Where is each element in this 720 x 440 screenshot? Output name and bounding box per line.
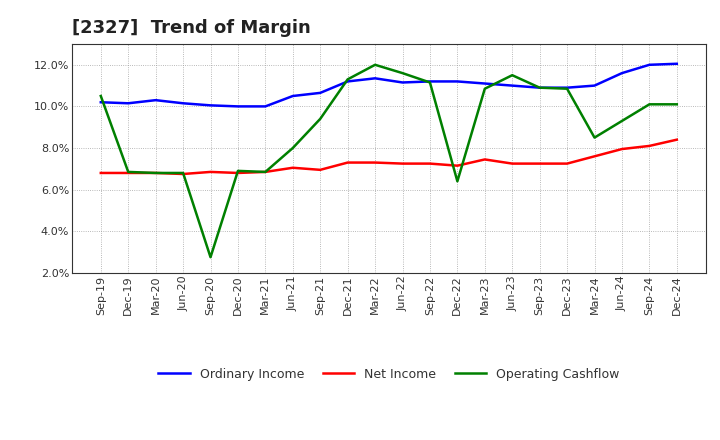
Operating Cashflow [289, 145, 297, 150]
Operating Cashflow [426, 80, 434, 85]
Operating Cashflow [96, 93, 105, 99]
Line: Ordinary Income: Ordinary Income [101, 64, 677, 106]
Net Income [672, 137, 681, 142]
Operating Cashflow [563, 86, 572, 92]
Ordinary Income [233, 104, 242, 109]
Ordinary Income [151, 98, 160, 103]
Ordinary Income [206, 103, 215, 108]
Line: Operating Cashflow: Operating Cashflow [101, 65, 677, 257]
Operating Cashflow [151, 170, 160, 176]
Operating Cashflow [124, 169, 132, 175]
Net Income [645, 143, 654, 149]
Net Income [233, 170, 242, 176]
Ordinary Income [289, 93, 297, 99]
Ordinary Income [371, 76, 379, 81]
Ordinary Income [536, 85, 544, 90]
Ordinary Income [590, 83, 599, 88]
Net Income [96, 170, 105, 176]
Operating Cashflow [179, 170, 187, 176]
Operating Cashflow [590, 135, 599, 140]
Operating Cashflow [343, 77, 352, 82]
Net Income [426, 161, 434, 166]
Operating Cashflow [316, 116, 325, 121]
Operating Cashflow [618, 118, 626, 124]
Ordinary Income [508, 83, 516, 88]
Ordinary Income [480, 81, 489, 86]
Legend: Ordinary Income, Net Income, Operating Cashflow: Ordinary Income, Net Income, Operating C… [153, 363, 624, 385]
Net Income [179, 171, 187, 176]
Operating Cashflow [371, 62, 379, 67]
Operating Cashflow [508, 73, 516, 78]
Operating Cashflow [398, 70, 407, 76]
Ordinary Income [672, 61, 681, 66]
Line: Net Income: Net Income [101, 139, 677, 174]
Net Income [261, 169, 270, 175]
Net Income [590, 154, 599, 159]
Ordinary Income [343, 79, 352, 84]
Ordinary Income [453, 79, 462, 84]
Operating Cashflow [453, 179, 462, 184]
Ordinary Income [398, 80, 407, 85]
Ordinary Income [261, 104, 270, 109]
Operating Cashflow [536, 85, 544, 90]
Ordinary Income [563, 85, 572, 90]
Net Income [343, 160, 352, 165]
Net Income [124, 170, 132, 176]
Net Income [289, 165, 297, 170]
Operating Cashflow [480, 86, 489, 92]
Net Income [398, 161, 407, 166]
Operating Cashflow [645, 102, 654, 107]
Net Income [453, 163, 462, 169]
Net Income [508, 161, 516, 166]
Operating Cashflow [672, 102, 681, 107]
Net Income [480, 157, 489, 162]
Net Income [151, 170, 160, 176]
Ordinary Income [645, 62, 654, 67]
Operating Cashflow [233, 168, 242, 173]
Ordinary Income [618, 70, 626, 76]
Operating Cashflow [261, 169, 270, 175]
Ordinary Income [426, 79, 434, 84]
Ordinary Income [96, 99, 105, 105]
Net Income [316, 167, 325, 172]
Net Income [536, 161, 544, 166]
Net Income [206, 169, 215, 175]
Operating Cashflow [206, 255, 215, 260]
Net Income [618, 147, 626, 152]
Ordinary Income [179, 101, 187, 106]
Ordinary Income [316, 90, 325, 95]
Net Income [371, 160, 379, 165]
Ordinary Income [124, 101, 132, 106]
Text: [2327]  Trend of Margin: [2327] Trend of Margin [72, 19, 311, 37]
Net Income [563, 161, 572, 166]
